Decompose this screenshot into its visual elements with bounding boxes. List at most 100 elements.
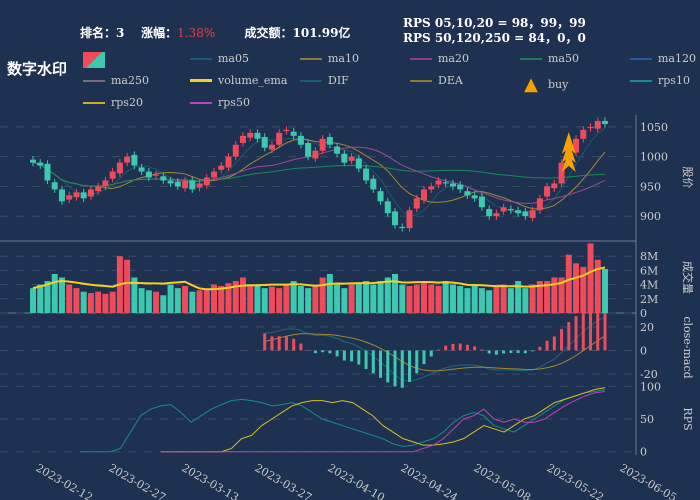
volume-bar: [189, 291, 196, 313]
legend-item-ma120[interactable]: ma120: [630, 52, 696, 65]
y-tick-label: 0: [640, 344, 647, 357]
rps20-line: [160, 387, 606, 453]
line-swatch-icon: [83, 101, 105, 104]
buy-signal-icon: [561, 132, 576, 154]
y-tick-label: 4M: [640, 279, 658, 292]
volume-bar: [312, 284, 319, 313]
candle-body: [290, 131, 297, 136]
rps-summary: RPS 05,10,20 = 98，99，99 RPS 50,120,250 =…: [403, 16, 586, 46]
y-tick-label: 1000: [640, 151, 668, 164]
candle-body: [66, 195, 73, 200]
macd-bar: [263, 333, 267, 351]
candle-body: [406, 210, 413, 229]
macd-bar: [400, 350, 404, 388]
volume-bar: [442, 281, 449, 313]
volume-bar: [174, 288, 181, 313]
macd-bar: [313, 350, 317, 354]
candle-body: [153, 174, 160, 176]
candle-body: [51, 182, 58, 190]
candle-body: [268, 144, 275, 150]
candle-body: [196, 183, 203, 188]
macd-bar: [386, 350, 390, 383]
candle-body: [261, 137, 268, 148]
macd-bar: [299, 343, 303, 351]
y-tick-label: 1050: [640, 121, 668, 134]
volume-bar: [30, 288, 36, 313]
candle-body: [486, 209, 493, 217]
line-swatch-icon: [190, 79, 212, 82]
legend-item-kline[interactable]: [83, 52, 111, 68]
volume-bar: [529, 284, 536, 313]
legend-item-volume_ema[interactable]: volume_ema: [190, 74, 287, 87]
macd-bar: [444, 345, 448, 351]
macd-bar: [603, 313, 607, 351]
macd-bar: [574, 316, 578, 351]
candle-body: [80, 192, 87, 199]
legend-label: rps50: [218, 96, 250, 109]
legend-item-ma250[interactable]: ma250: [83, 74, 149, 87]
legend-label: rps20: [111, 96, 143, 109]
x-tick-label: 2023-04-10: [326, 461, 387, 500]
macd-bar: [277, 336, 281, 351]
macd-bar: [581, 311, 585, 351]
legend-item-DIF[interactable]: DIF: [300, 74, 349, 87]
legend-item-rps50[interactable]: rps50: [190, 96, 250, 109]
macd-bar: [379, 350, 383, 378]
x-tick-label: 2023-04-24: [399, 461, 460, 500]
volume-bar: [413, 284, 420, 313]
volume-bar: [551, 277, 558, 313]
candle-body: [95, 186, 102, 192]
macd-bar: [429, 350, 433, 357]
macd-bar: [284, 336, 288, 351]
candle-body: [319, 138, 326, 151]
candle-body: [326, 137, 333, 145]
volume-bar: [602, 268, 608, 313]
y-tick-label: 100: [640, 380, 661, 393]
volume-bar: [247, 284, 254, 313]
x-tick-label: 2023-03-13: [180, 461, 241, 500]
candle-body: [124, 156, 131, 163]
volume-bar: [73, 288, 80, 313]
legend-item-DEA[interactable]: DEA: [410, 74, 463, 87]
line-swatch-icon: [520, 57, 542, 60]
legend-item-buy[interactable]: ▲ buy: [520, 74, 568, 95]
candle-body: [189, 180, 196, 190]
candle-body: [312, 150, 319, 159]
rps10-line: [80, 389, 606, 453]
macd-bar: [560, 328, 564, 351]
legend-item-ma20[interactable]: ma20: [410, 52, 469, 65]
macd-bar: [502, 350, 506, 354]
legend-label: buy: [548, 78, 569, 91]
volume-bar: [486, 290, 493, 313]
candle-body: [73, 192, 80, 198]
y-tick-label: 6M: [640, 264, 658, 277]
legend-item-rps20[interactable]: rps20: [83, 96, 143, 109]
volume-bar: [167, 284, 174, 313]
macd-bar: [335, 350, 339, 357]
volume-bar: [500, 284, 507, 313]
amount-label: 成交额：: [244, 26, 293, 40]
legend-item-rps10[interactable]: rps10: [630, 74, 690, 87]
y-tick-label: 2M: [640, 293, 658, 306]
volume-bar: [131, 277, 138, 313]
y-tick-label: 950: [640, 180, 661, 193]
volume-bar: [573, 263, 580, 313]
volume-bar: [558, 277, 565, 313]
volume-bar: [587, 243, 594, 313]
legend-item-ma10[interactable]: ma10: [300, 52, 359, 65]
legend-item-ma05[interactable]: ma05: [190, 52, 249, 65]
volume-bar: [449, 284, 456, 313]
candle-body: [182, 180, 189, 189]
buy-signal-icon: [561, 150, 576, 172]
candle-body: [413, 198, 420, 209]
candle-body: [500, 207, 507, 212]
volume-bar: [160, 295, 167, 313]
volume-bar: [203, 288, 210, 313]
legend-item-ma50[interactable]: ma50: [520, 52, 579, 65]
macd-bar: [436, 349, 440, 351]
y-tick-label: 0: [640, 446, 647, 459]
candle-body: [370, 178, 377, 190]
candle-body: [377, 191, 384, 202]
